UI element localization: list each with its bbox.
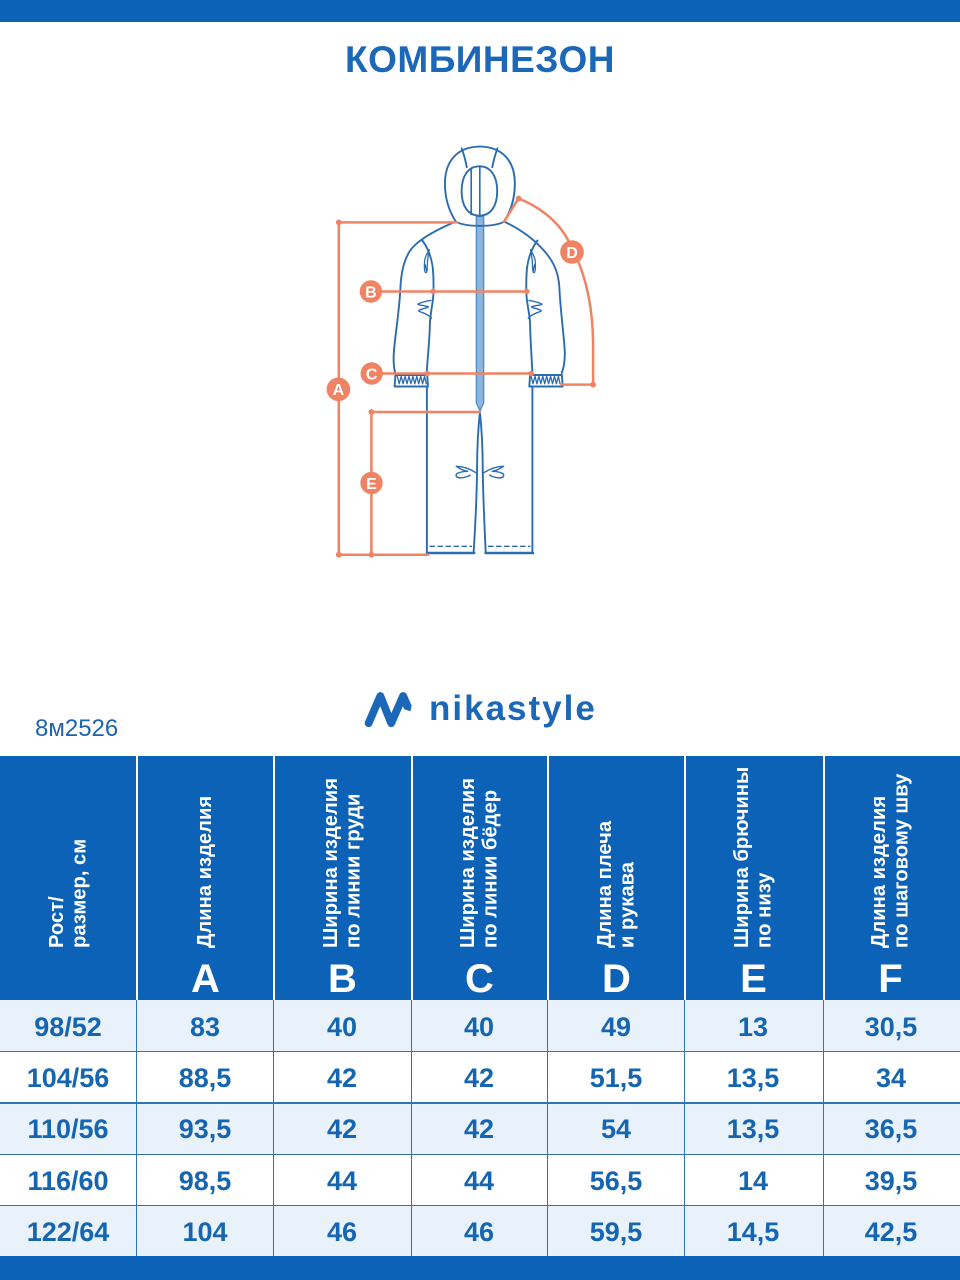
- svg-text:B: B: [365, 284, 377, 301]
- svg-text:D: D: [566, 245, 578, 262]
- svg-text:A: A: [333, 382, 345, 399]
- svg-text:E: E: [366, 476, 377, 493]
- svg-text:C: C: [366, 366, 378, 383]
